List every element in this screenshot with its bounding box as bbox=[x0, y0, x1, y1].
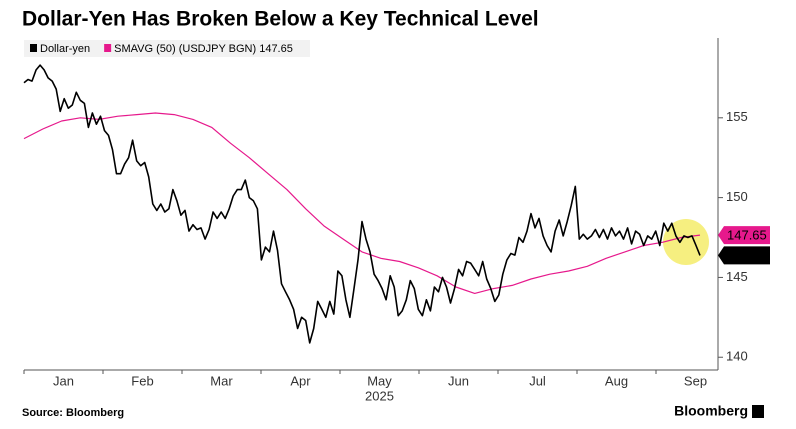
value-label-box bbox=[718, 226, 770, 245]
x-tick-label: Mar bbox=[210, 373, 233, 388]
series-line bbox=[23, 112, 701, 294]
y-tick-label: 150 bbox=[726, 189, 748, 204]
year-label: 2025 bbox=[365, 388, 394, 403]
legend-label: SMAVG (50) (USDJPY BGN) 147.65 bbox=[114, 43, 293, 55]
y-tick-label: 155 bbox=[726, 109, 748, 124]
x-tick-label: Feb bbox=[131, 373, 153, 388]
x-tick-label: Aug bbox=[605, 373, 628, 388]
brand-icon bbox=[752, 405, 764, 418]
x-tick-label: Jun bbox=[448, 373, 469, 388]
legend-swatch bbox=[104, 44, 112, 52]
source: Source: Bloomberg bbox=[22, 407, 124, 419]
legend-swatch bbox=[30, 44, 37, 52]
brand: Bloomberg bbox=[674, 403, 748, 419]
legend-box bbox=[24, 40, 310, 57]
value-label: 146.38 bbox=[727, 248, 767, 263]
x-tick-label: Jul bbox=[529, 373, 546, 388]
x-tick-label: Jan bbox=[53, 373, 74, 388]
y-tick-label: 140 bbox=[726, 349, 748, 364]
value-label: 147.65 bbox=[727, 228, 767, 243]
y-tick-label: 145 bbox=[726, 269, 748, 284]
series-line bbox=[23, 64, 701, 344]
chart-title: Dollar-Yen Has Broken Below a Key Techni… bbox=[22, 8, 539, 31]
value-label-box bbox=[718, 246, 770, 265]
x-tick-label: May bbox=[367, 373, 392, 388]
x-tick-label: Apr bbox=[290, 373, 311, 388]
legend-label: Dollar-yen bbox=[40, 43, 90, 55]
x-tick-label: Sep bbox=[684, 373, 707, 388]
